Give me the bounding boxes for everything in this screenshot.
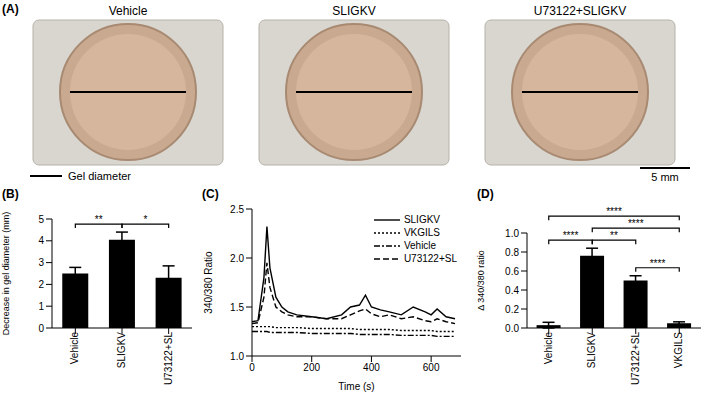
svg-text:Vehicle: Vehicle [109,4,148,18]
svg-text:1.0: 1.0 [230,351,244,362]
svg-text:U73122+SL: U73122+SL [163,332,174,386]
svg-text:U73122+SL: U73122+SL [630,332,641,386]
svg-text:0.0: 0.0 [505,323,519,334]
svg-text:0.2: 0.2 [505,304,519,315]
html-text:SLIGKV: SLIGKV [403,214,440,225]
svg-text:2: 2 [38,279,44,290]
svg-text:Δ 340/380 ratio: Δ 340/380 ratio [476,250,486,311]
svg-text:0.8: 0.8 [505,247,519,258]
svg-text:Vehicle: Vehicle [69,332,80,365]
svg-text:****: **** [650,258,666,269]
svg-text:****: **** [606,206,622,217]
html-text:(C): (C) [202,187,219,201]
svg-text:0.4: 0.4 [505,285,519,296]
html-text:Vehicle: Vehicle [403,240,437,251]
html-text:(B): (B) [2,187,19,201]
svg-text:(A): (A) [2,2,19,16]
svg-text:3: 3 [38,257,44,268]
html-text:U73122+SL: U73122+SL [403,253,457,264]
svg-text:SLIGKV: SLIGKV [116,332,127,368]
svg-text:0: 0 [249,362,255,373]
svg-text:1: 1 [38,301,44,312]
svg-text:Vehicle: Vehicle [543,332,554,365]
svg-text:****: **** [628,218,644,229]
html-text:VKGILS: VKGILS [403,227,440,238]
svg-text:*: * [143,214,147,225]
svg-text:**: ** [610,230,618,241]
svg-text:600: 600 [423,362,440,373]
svg-text:1.5: 1.5 [230,302,244,313]
svg-text:VKGILS: VKGILS [673,332,684,368]
svg-text:0.6: 0.6 [505,266,519,277]
svg-text:SLIGKV: SLIGKV [332,4,375,18]
svg-text:200: 200 [303,362,320,373]
svg-text:5 mm: 5 mm [651,171,679,183]
svg-text:4: 4 [38,235,44,246]
svg-text:5: 5 [38,214,44,225]
svg-text:400: 400 [363,362,380,373]
svg-text:Decrease in gel diameter (mm): Decrease in gel diameter (mm) [1,212,11,336]
svg-text:340/380 Ratio: 340/380 Ratio [203,251,214,314]
svg-text:2.0: 2.0 [230,253,244,264]
svg-text:**: ** [95,214,103,225]
svg-text:1.0: 1.0 [505,228,519,239]
svg-text:Time (s): Time (s) [338,381,374,392]
svg-text:****: **** [563,230,579,241]
svg-text:0: 0 [38,323,44,334]
svg-text:SLIGKV: SLIGKV [586,332,597,368]
svg-text:Gel diameter: Gel diameter [68,170,131,182]
svg-text:2.5: 2.5 [230,204,244,215]
html-text:(D): (D) [477,187,494,201]
svg-text:U73122+SLIGKV: U73122+SLIGKV [534,4,626,18]
